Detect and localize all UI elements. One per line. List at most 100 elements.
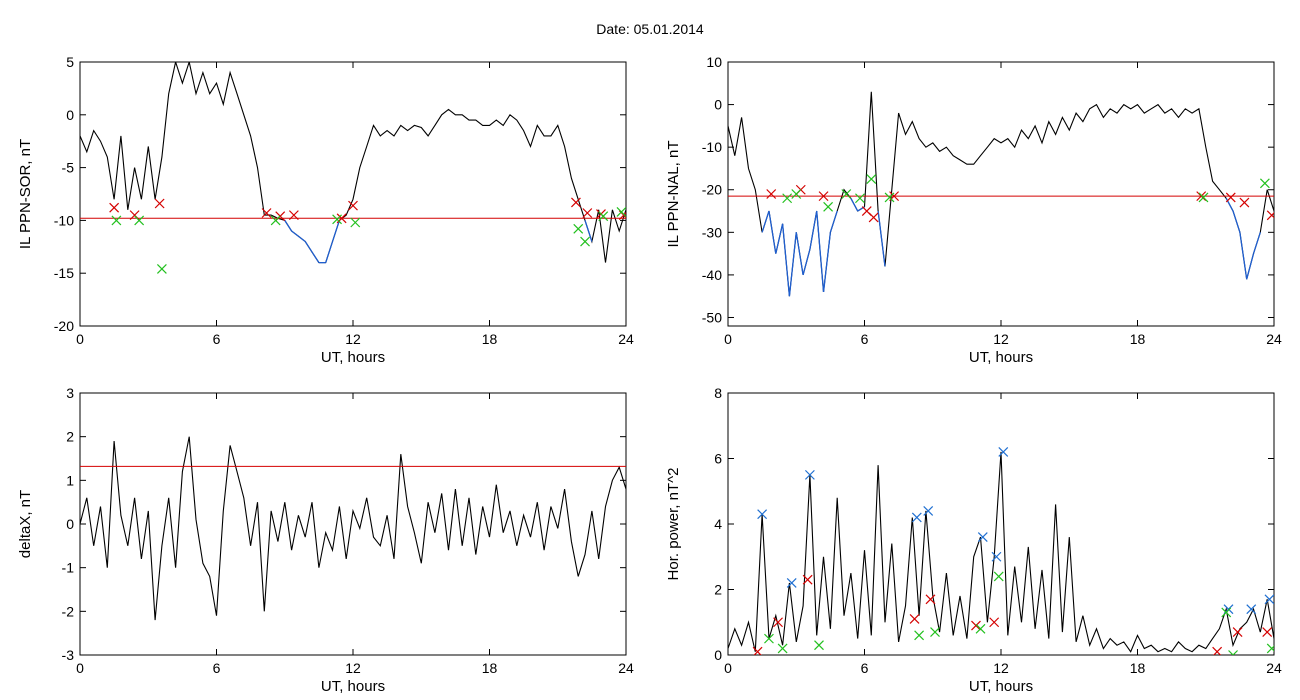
x-marker-stroke: [616, 207, 626, 217]
series-segment-below: [850, 197, 859, 212]
y-tick-label: -10: [54, 212, 74, 228]
x-marker-stroke: [1221, 607, 1232, 618]
x-marker-stroke: [923, 505, 934, 516]
x-marker-stroke: [930, 627, 940, 637]
x-marker-stroke: [971, 620, 981, 631]
x-marker: [1259, 178, 1270, 189]
x-marker: [332, 214, 342, 225]
x-marker: [109, 202, 120, 213]
x-marker: [270, 215, 281, 226]
x-axis-label: UT, hours: [321, 678, 385, 695]
x-axis-label: UT, hours: [969, 678, 1033, 695]
series-segment-below: [291, 230, 299, 237]
y-tick-label: 6: [714, 451, 722, 467]
x-marker: [782, 193, 793, 204]
y-tick-label: -3: [62, 647, 75, 663]
x-tick-label: 6: [213, 331, 221, 347]
x-marker-stroke: [823, 201, 834, 212]
x-marker-stroke: [993, 571, 1004, 582]
x-marker-stroke: [818, 191, 829, 202]
x-marker: [866, 174, 877, 185]
series-segment-below: [331, 220, 340, 242]
x-marker: [884, 192, 895, 203]
x-marker: [1239, 197, 1250, 208]
series-segment-below: [761, 210, 770, 233]
x-marker: [773, 617, 783, 628]
figure-title: Date: 05.01.2014: [596, 21, 704, 37]
x-marker: [814, 640, 824, 651]
x-marker: [154, 198, 165, 209]
x-tick-label: 24: [1266, 660, 1282, 676]
x-marker-stroke: [814, 640, 824, 651]
y-tick-label: -30: [702, 224, 722, 240]
x-marker-stroke: [598, 211, 609, 222]
x-tick-label: 18: [1130, 331, 1146, 347]
x-marker-stroke: [786, 578, 797, 588]
series-segment-below: [829, 210, 838, 233]
x-marker-stroke: [573, 223, 584, 234]
x-marker: [1212, 646, 1223, 655]
x-marker: [764, 633, 774, 644]
x-marker-stroke: [911, 512, 922, 523]
x-marker: [868, 212, 879, 223]
x-tick-label: 6: [861, 331, 869, 347]
series-segment-below: [1252, 232, 1261, 254]
x-tick-label: 0: [724, 660, 732, 676]
x-marker-stroke: [861, 206, 872, 216]
y-axis-label: IL PPN-SOR, nT: [17, 139, 34, 249]
x-marker-stroke: [791, 189, 802, 199]
x-marker: [1198, 192, 1209, 203]
plot-frame: [79, 61, 627, 327]
x-marker-stroke: [618, 211, 626, 221]
y-tick-label: -2: [62, 603, 75, 619]
y-tick-label: -20: [54, 318, 74, 334]
x-marker: [571, 197, 581, 208]
series-segment-below: [768, 210, 777, 254]
x-marker: [914, 630, 925, 641]
x-marker-stroke: [804, 469, 815, 480]
y-tick-label: -10: [702, 139, 722, 155]
x-tick-label: 18: [482, 660, 498, 676]
x-marker: [804, 469, 815, 480]
series-segment-below: [781, 223, 791, 297]
series-segment-below: [311, 251, 320, 263]
x-marker: [573, 223, 584, 234]
y-axis-label: IL PPN-NAL, nT: [665, 141, 682, 248]
plot-frame: [727, 392, 1275, 656]
x-tick-label: 6: [213, 660, 221, 676]
x-marker: [989, 617, 1000, 628]
x-marker-stroke: [757, 509, 768, 520]
y-tick-label: 3: [66, 385, 74, 401]
x-marker-stroke: [909, 614, 920, 624]
x-marker-stroke: [991, 551, 1002, 562]
x-marker-stroke: [925, 594, 936, 605]
x-marker: [1266, 210, 1274, 221]
y-axis-label: deltaX, nT: [17, 490, 34, 558]
x-marker: [786, 578, 797, 588]
x-marker: [991, 551, 1002, 562]
x-marker: [923, 505, 934, 516]
series-line: [80, 62, 626, 264]
y-tick-label: -50: [702, 309, 722, 325]
y-tick-label: 2: [714, 582, 722, 598]
x-marker-stroke: [764, 633, 774, 644]
x-marker: [1228, 650, 1238, 655]
x-marker: [818, 191, 829, 202]
x-marker-stroke: [1246, 604, 1257, 615]
x-marker-stroke: [350, 217, 361, 228]
x-marker: [288, 210, 299, 221]
x-marker-stroke: [855, 193, 865, 204]
y-tick-label: 8: [714, 385, 722, 401]
x-marker: [1264, 594, 1274, 605]
x-marker: [855, 193, 865, 204]
x-tick-label: 12: [993, 331, 1009, 347]
x-marker-stroke: [868, 212, 879, 223]
x-marker-stroke: [977, 532, 988, 543]
x-marker-stroke: [1259, 178, 1270, 189]
x-marker: [1221, 607, 1232, 618]
x-marker: [1196, 191, 1207, 202]
panel-hor-power: 0 6 12 18 24 8 6 4 2 0 UT, hours Hor. power, nT^2: [665, 385, 1282, 695]
x-marker: [841, 189, 852, 199]
